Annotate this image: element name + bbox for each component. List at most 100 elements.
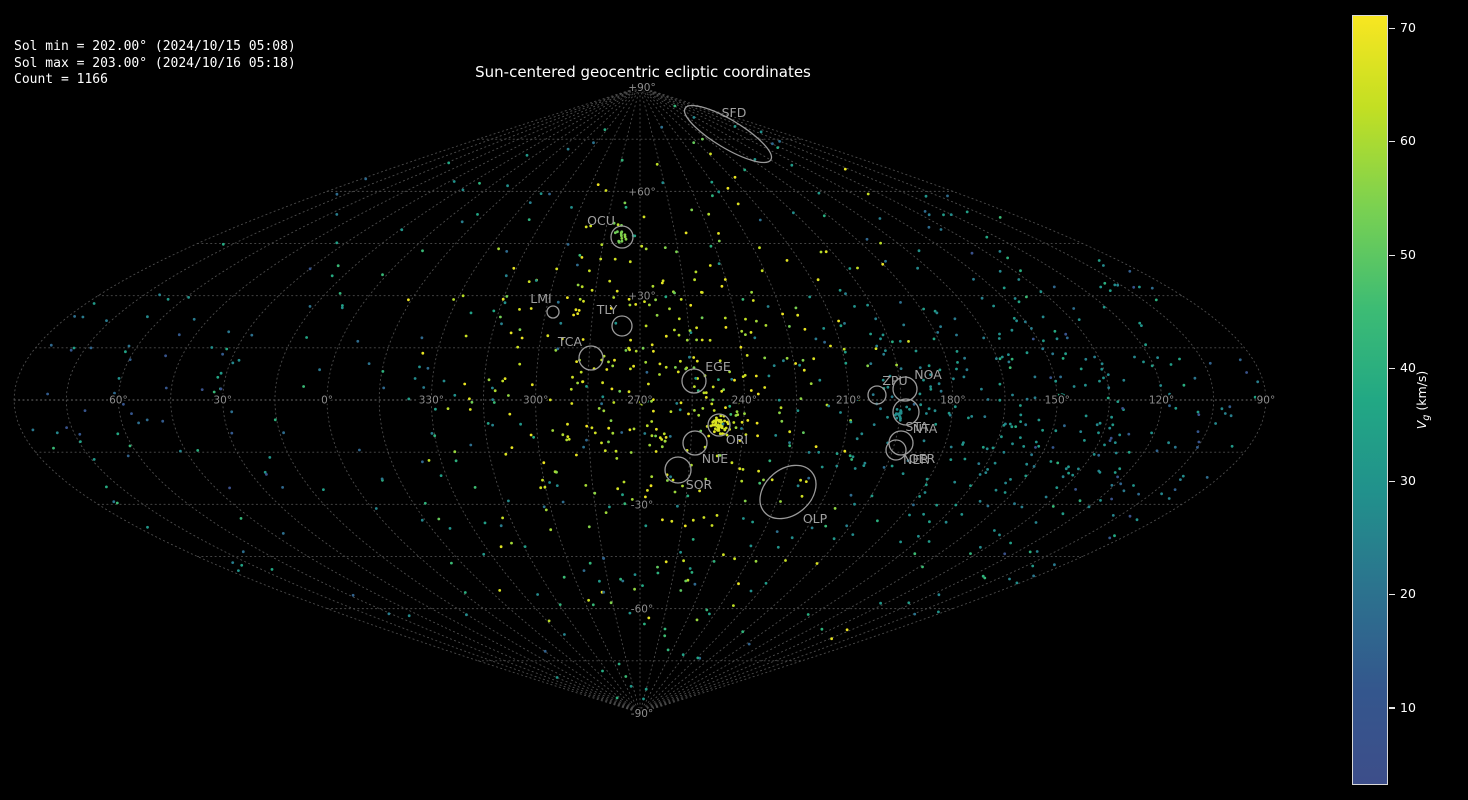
shower-ellipse-sor — [664, 456, 692, 484]
meteor-point — [679, 550, 682, 554]
meteor-point — [740, 420, 744, 424]
lon-tick-label: 150° — [1045, 395, 1070, 407]
sol-max-line: Sol max = 203.00° (2024/10/16 05:18) — [14, 55, 296, 71]
meteor-point — [693, 385, 696, 388]
meteor-point — [848, 454, 852, 458]
meteor-point — [772, 364, 776, 367]
meteor-point — [723, 419, 726, 423]
shower-label-sta: STA — [905, 419, 929, 434]
meteor-point — [663, 246, 667, 250]
meteor-point — [1103, 443, 1106, 447]
meteor-point — [510, 541, 513, 545]
meteor-point — [611, 364, 615, 368]
meteor-point — [1108, 439, 1112, 442]
meteor-point — [663, 627, 667, 631]
meteor-point — [577, 309, 581, 312]
meteor-point — [660, 125, 664, 129]
meteor-point — [719, 414, 723, 418]
meridian-line — [639, 86, 693, 714]
meteor-point — [879, 601, 882, 605]
meteor-point — [602, 590, 606, 594]
colorbar-tick-label: 40 — [1400, 359, 1416, 375]
meteor-point — [620, 158, 624, 162]
meteor-point — [689, 303, 693, 307]
meteor-point — [413, 377, 417, 380]
meteor-point — [644, 324, 648, 328]
meridian-line — [639, 86, 954, 714]
meteor-point — [874, 347, 878, 350]
meteor-point — [530, 383, 534, 387]
meteor-point — [925, 412, 928, 415]
meteor-point — [799, 478, 802, 482]
meteor-point — [644, 495, 647, 499]
meteor-point — [421, 460, 424, 464]
meteor-point — [664, 365, 668, 369]
shower-label-ner: NER — [903, 452, 929, 467]
meteor-point — [804, 480, 808, 483]
meteor-point — [623, 201, 627, 205]
meteor-point — [1169, 363, 1173, 366]
meteor-point — [421, 249, 424, 253]
meteor-point — [733, 175, 737, 179]
meteor-point — [491, 423, 494, 427]
meteor-point — [949, 445, 953, 449]
meteor-point — [1083, 439, 1086, 442]
meteor-point — [927, 364, 931, 368]
meteor-point — [499, 524, 503, 528]
meteor-point — [723, 278, 727, 281]
meteor-point — [1017, 278, 1021, 281]
meteor-point — [743, 499, 747, 503]
meteor-point — [722, 388, 725, 391]
meteor-point — [1010, 357, 1014, 361]
meteor-point — [580, 285, 584, 289]
meteor-point — [227, 330, 231, 334]
meteor-point — [809, 382, 813, 385]
shower-ellipse-noa — [892, 376, 918, 402]
meteor-point — [695, 326, 698, 330]
meteor-point — [1079, 430, 1083, 433]
meteor-point — [899, 540, 902, 544]
meteor-point — [1053, 563, 1056, 567]
meteor-point — [820, 627, 824, 631]
meteor-point — [691, 538, 695, 541]
meteor-point — [941, 397, 945, 401]
meteor-point — [450, 561, 453, 565]
meteor-point — [711, 385, 715, 389]
meteor-point — [1061, 475, 1065, 479]
meteor-point — [820, 465, 824, 469]
meteor-point — [505, 295, 509, 298]
meridian-line — [639, 86, 1267, 714]
meteor-point — [818, 378, 822, 382]
meteor-point — [92, 302, 96, 305]
meteor-point — [744, 433, 748, 436]
meteor-point — [661, 518, 664, 522]
meteor-point — [478, 181, 481, 185]
meteor-point — [918, 392, 922, 396]
meteor-point — [779, 406, 783, 410]
meteor-point — [670, 519, 674, 523]
meteor-point — [1039, 290, 1043, 294]
meteor-point — [49, 343, 53, 347]
meteor-point — [518, 362, 522, 366]
meteor-point — [843, 449, 847, 453]
meteor-point — [668, 435, 672, 438]
meteor-point — [487, 378, 491, 382]
meteor-point — [597, 407, 601, 410]
meteor-point — [695, 359, 699, 363]
meteor-point — [483, 521, 487, 525]
meteor-point — [662, 432, 666, 436]
meteor-point — [1113, 534, 1116, 538]
meteor-point — [711, 398, 715, 402]
meteor-point — [839, 324, 843, 328]
meteor-point — [842, 347, 846, 351]
meteor-point — [779, 500, 782, 503]
shower-label-ocu: OCU — [587, 213, 615, 228]
meteor-point — [507, 499, 510, 503]
meteor-point — [145, 418, 149, 422]
meteor-point — [777, 398, 781, 402]
meteor-point — [1111, 514, 1115, 517]
shower-ellipse-ocu — [610, 225, 634, 249]
meteor-point — [1100, 362, 1104, 366]
meteor-point — [566, 422, 569, 426]
meteor-point — [113, 391, 116, 395]
